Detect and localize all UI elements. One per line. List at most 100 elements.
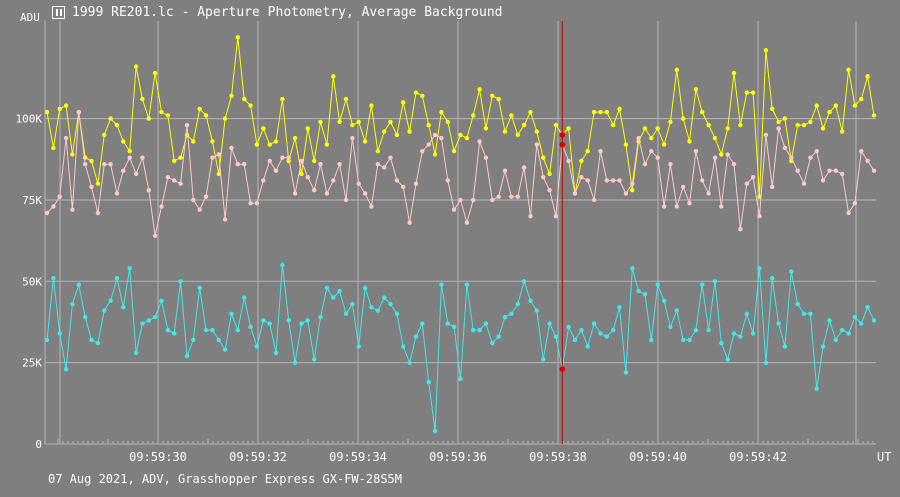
data-point: [471, 327, 476, 333]
data-point: [273, 168, 279, 173]
data-point: [630, 181, 635, 186]
data-point: [413, 334, 419, 339]
y-tick-label: 75K: [22, 194, 42, 207]
data-point: [681, 337, 686, 343]
data-point: [763, 48, 769, 53]
data-point: [534, 129, 539, 134]
app-icon[interactable]: [52, 5, 65, 19]
x-tick-label: 09:59:32: [229, 450, 287, 464]
data-point: [350, 122, 355, 128]
data-point: [114, 275, 120, 281]
data-point: [833, 103, 838, 108]
data-point: [693, 149, 699, 154]
data-point: [299, 158, 304, 164]
data-point: [611, 178, 616, 183]
data-point: [369, 103, 374, 108]
data-point: [172, 158, 177, 164]
data-point: [681, 116, 686, 121]
data-point: [324, 191, 330, 196]
data-point: [630, 188, 635, 193]
data-point: [127, 149, 132, 154]
data-point: [369, 204, 374, 209]
y-tick-label: 50K: [22, 275, 42, 288]
data-point: [292, 360, 298, 365]
data-point: [83, 314, 88, 320]
data-point: [337, 119, 342, 125]
data-point: [178, 181, 183, 186]
data-point: [477, 139, 482, 144]
cursor-marker: [559, 132, 566, 138]
data-point: [159, 204, 164, 209]
data-point: [642, 162, 648, 167]
data-point: [127, 155, 132, 160]
data-point: [763, 360, 769, 365]
data-point: [840, 129, 845, 134]
data-point: [305, 175, 310, 180]
data-point: [770, 184, 775, 190]
data-point: [439, 109, 444, 115]
data-point: [76, 282, 82, 287]
data-point: [750, 175, 756, 180]
data-point: [324, 285, 330, 290]
data-point: [795, 301, 800, 307]
data-point: [382, 129, 387, 134]
data-point: [420, 321, 425, 326]
data-point: [413, 181, 419, 186]
data-point: [661, 142, 667, 147]
data-point: [547, 171, 552, 177]
data-point: [572, 337, 578, 343]
data-point: [579, 327, 584, 333]
data-point: [159, 298, 164, 303]
data-point: [273, 139, 279, 144]
data-point: [464, 135, 470, 141]
data-point: [611, 327, 616, 333]
data-point: [401, 100, 406, 105]
data-point: [585, 344, 590, 349]
data-point: [515, 132, 520, 138]
data-point: [324, 142, 330, 147]
data-point: [261, 318, 266, 323]
data-point: [439, 282, 444, 287]
data-point: [70, 152, 75, 157]
data-point: [528, 214, 533, 219]
data-point: [801, 181, 807, 186]
data-point: [305, 126, 310, 131]
x-tick-label: 09:59:30: [129, 450, 187, 464]
data-point: [738, 334, 743, 339]
data-point: [312, 357, 317, 362]
data-point: [541, 155, 546, 160]
data-point: [133, 171, 139, 177]
data-point: [833, 337, 838, 343]
data-point: [235, 35, 240, 40]
data-point: [63, 367, 69, 372]
data-point: [356, 344, 361, 349]
x-tick-label: 09:59:42: [729, 450, 787, 464]
series-line: [46, 112, 875, 236]
data-point: [776, 126, 781, 131]
data-point: [229, 93, 234, 99]
window-title: 1999 RE201.lc - Aperture Photometry, Ave…: [72, 4, 503, 20]
data-point: [750, 331, 756, 336]
data-point: [840, 327, 845, 333]
data-point: [846, 331, 851, 336]
data-point: [286, 155, 291, 160]
data-point: [89, 337, 94, 343]
data-point: [776, 119, 781, 125]
data-point: [617, 178, 622, 183]
series-layer: [44, 35, 877, 434]
data-point: [725, 357, 730, 362]
data-point: [210, 327, 215, 333]
data-point: [464, 282, 470, 287]
data-point: [617, 305, 622, 310]
data-point: [146, 116, 151, 121]
data-point: [731, 331, 737, 336]
data-point: [165, 175, 171, 180]
data-point: [165, 327, 171, 333]
data-point: [191, 337, 196, 343]
data-point: [725, 152, 730, 157]
data-point: [426, 380, 431, 385]
data-point: [521, 122, 527, 128]
data-point: [432, 132, 438, 138]
data-point: [216, 152, 221, 157]
